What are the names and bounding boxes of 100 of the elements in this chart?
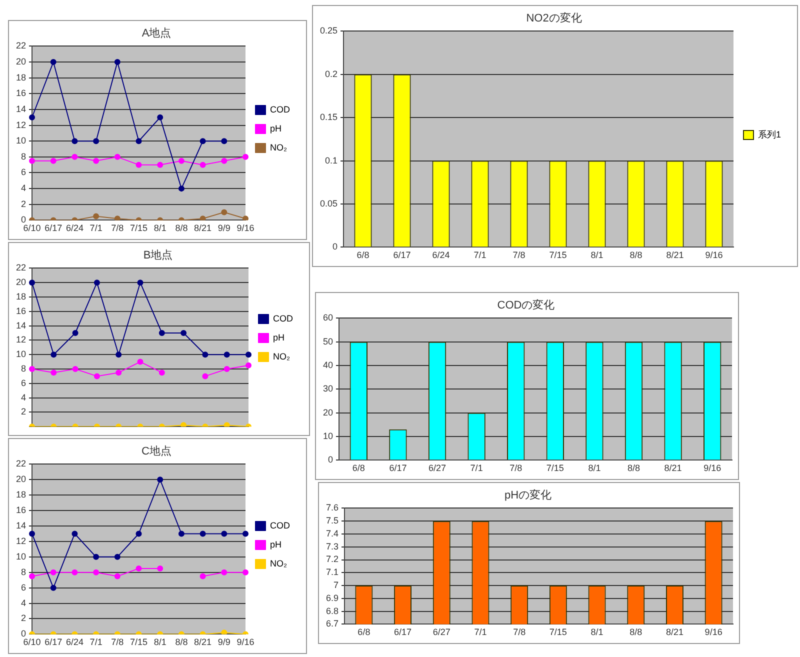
point <box>180 330 187 336</box>
y-tick-label: 16 <box>16 505 26 516</box>
y-tick-label: 7.4 <box>326 528 339 538</box>
x-tick-label: 8/1 <box>588 463 601 474</box>
y-tick-label: 4 <box>20 392 26 402</box>
point <box>114 154 120 160</box>
x-tick-label: 8/1 <box>154 637 166 648</box>
point <box>246 352 252 358</box>
point <box>242 154 248 160</box>
x-tick-label: 7/8 <box>111 223 124 234</box>
point <box>50 584 56 591</box>
y-tick-label: 20 <box>322 407 334 418</box>
point <box>242 216 248 220</box>
y-tick-label: 50 <box>322 336 334 346</box>
y-tick-label: 0.1 <box>325 155 338 166</box>
y-tick-label: 0 <box>20 628 26 639</box>
y-tick-label: 7.1 <box>326 567 339 578</box>
x-tick-label: 6/27 <box>432 627 450 638</box>
x-tick-label: 7/8 <box>510 463 522 474</box>
y-tick-label: 8 <box>20 151 26 162</box>
x-tick-label: 8/1 <box>154 223 166 234</box>
x-tick-label: 8/21 <box>666 250 684 260</box>
x-tick-label: 6/17 <box>393 250 411 260</box>
y-tick-label: 2 <box>20 198 26 209</box>
point <box>29 530 36 537</box>
point <box>242 569 248 576</box>
y-tick-label: 10 <box>16 551 26 562</box>
point <box>224 422 230 427</box>
y-tick-label: 60 <box>322 312 334 323</box>
x-tick-label: 7/15 <box>549 627 567 638</box>
point <box>72 366 78 372</box>
point <box>157 476 164 483</box>
point <box>50 352 57 358</box>
point <box>93 158 100 164</box>
chart-title: C地点 <box>142 444 172 458</box>
point <box>221 569 228 576</box>
point <box>50 59 56 66</box>
point <box>200 573 206 580</box>
point <box>94 373 100 380</box>
point <box>72 138 78 144</box>
point <box>29 366 36 372</box>
x-tick-label: 7/1 <box>470 463 483 474</box>
y-tick-label: 0 <box>328 454 334 465</box>
point <box>72 530 78 537</box>
point <box>200 216 206 220</box>
y-tick-label: 6 <box>20 167 26 178</box>
x-tick-label: 6/10 <box>23 637 41 648</box>
point <box>221 630 228 634</box>
legend-label: NO₂ <box>270 558 288 568</box>
legend-label: NO₂ <box>270 142 288 152</box>
x-tick-label: 9/16 <box>705 250 723 260</box>
x-tick-label: 9/16 <box>704 463 722 474</box>
x-tick-label: 7/1 <box>90 637 102 648</box>
y-tick-label: 6 <box>20 378 26 388</box>
y-tick-label: 0 <box>332 242 338 252</box>
x-tick-label: 7/1 <box>474 250 486 260</box>
y-tick-label: 20 <box>16 277 26 288</box>
legend-label: 系列1 <box>758 129 782 140</box>
point <box>114 216 120 220</box>
x-tick-label: 6/27 <box>428 463 446 474</box>
y-tick-label: 22 <box>16 40 26 51</box>
x-tick-label: 8/1 <box>590 250 604 260</box>
y-tick-label: 40 <box>322 360 334 370</box>
y-tick-label: 7.6 <box>326 502 339 513</box>
point <box>242 530 248 537</box>
x-tick-label: 7/15 <box>130 223 148 234</box>
y-tick-label: 18 <box>16 291 26 302</box>
x-tick-label: 9/16 <box>236 637 254 648</box>
point <box>72 569 78 576</box>
y-tick-label: 16 <box>16 88 26 98</box>
point <box>157 114 164 120</box>
y-tick-label: 12 <box>16 120 26 130</box>
point <box>221 530 228 537</box>
x-tick-label: 9/16 <box>236 223 254 234</box>
point <box>137 280 144 286</box>
point <box>94 280 100 286</box>
point <box>29 573 36 580</box>
point <box>202 373 208 380</box>
y-tick-label: 20 <box>16 474 26 484</box>
point <box>200 162 206 168</box>
x-tick-label: 8/21 <box>194 637 212 648</box>
y-tick-label: 4 <box>20 183 26 194</box>
y-tick-label: 2 <box>20 613 26 624</box>
y-tick-label: 30 <box>322 384 334 394</box>
x-tick-label: 7/1 <box>474 627 487 638</box>
x-tick-label: 6/24 <box>432 250 450 260</box>
x-tick-label: 6/8 <box>358 627 370 638</box>
point <box>157 566 164 572</box>
y-tick-label: 8 <box>20 566 26 577</box>
point <box>246 362 252 368</box>
x-tick-label: 8/1 <box>590 627 604 638</box>
point <box>200 530 206 537</box>
x-tick-label: 8/21 <box>664 463 682 474</box>
point <box>178 158 184 164</box>
x-tick-label: 6/17 <box>44 637 62 648</box>
x-tick-label: 7/15 <box>549 250 567 260</box>
y-tick-label: 6.7 <box>326 618 339 629</box>
x-tick-label: 9/9 <box>218 223 230 234</box>
y-tick-label: 14 <box>16 104 26 114</box>
x-tick-label: 6/24 <box>66 637 84 648</box>
